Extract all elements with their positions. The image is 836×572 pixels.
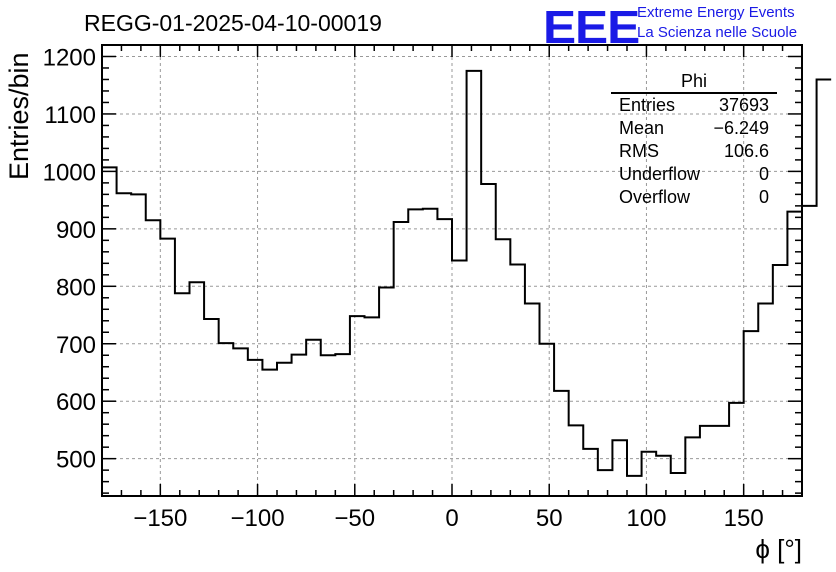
x-tick-label: −50 <box>334 505 375 532</box>
stats-row-mean: Mean −6.249 <box>611 117 777 140</box>
stats-value: 0 <box>758 164 769 184</box>
x-tick-label: 50 <box>536 505 563 532</box>
y-tick-label: 900 <box>56 217 96 244</box>
y-tick-label: 1100 <box>44 102 96 129</box>
eee-logo: EEE <box>543 1 640 53</box>
x-tick-label: −100 <box>231 505 285 532</box>
x-tick-label: 100 <box>626 505 666 532</box>
stats-label: Overflow <box>619 187 691 207</box>
stats-value: −6.249 <box>713 118 769 138</box>
chart-title: REGG-01-2025-04-10-00019 <box>84 10 382 36</box>
stats-row-underflow: Underflow 0 <box>611 163 777 186</box>
stats-label: Underflow <box>619 164 701 184</box>
stats-value: 106.6 <box>723 141 769 161</box>
stats-label: RMS <box>619 141 659 161</box>
stats-value: 37693 <box>718 95 769 115</box>
x-axis-label: ϕ [°] <box>755 534 802 564</box>
stats-box: Phi Entries 37693 Mean −6.249 RMS 106.6 … <box>611 72 777 209</box>
stats-name: Phi <box>611 72 777 94</box>
y-tick-label: 500 <box>56 447 96 474</box>
y-tick-label: 800 <box>56 274 96 301</box>
y-axis-label: Entries/bin <box>4 52 34 180</box>
x-tick-label: −150 <box>133 505 187 532</box>
histogram-line <box>102 69 832 477</box>
stats-label: Entries <box>619 95 676 115</box>
y-tick-label: 1000 <box>43 159 96 186</box>
stats-row-entries: Entries 37693 <box>611 94 777 117</box>
x-tick-label: 150 <box>724 505 764 532</box>
y-tick-label: 700 <box>56 332 96 359</box>
y-tick-label: 1200 <box>43 44 96 71</box>
stats-label: Mean <box>619 118 665 138</box>
logo-line-1: Extreme Energy Events <box>637 4 795 21</box>
logo-line-2: La Scienza nelle Scuole <box>637 24 798 41</box>
stats-row-overflow: Overflow 0 <box>611 186 777 209</box>
y-tick-label: 600 <box>56 389 96 416</box>
stats-value: 0 <box>758 187 769 207</box>
stats-row-rms: RMS 106.6 <box>611 140 777 163</box>
x-tick-label: 0 <box>445 505 458 532</box>
